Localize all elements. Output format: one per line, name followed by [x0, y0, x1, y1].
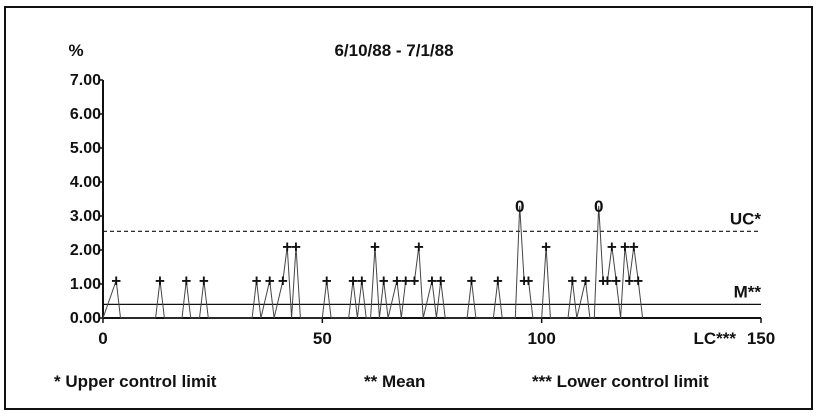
- y-tick-label: 0.00: [70, 310, 101, 327]
- data-point-marker: +: [602, 272, 612, 291]
- control-line-label-uc: UC*: [730, 209, 762, 228]
- control-chart: 6/10/88 - 7/1/88% 0.00 1.00 2.00 3.00 4.00 5.0…: [68, 41, 775, 348]
- data-point-marker: +: [252, 272, 262, 291]
- y-axis-unit-label: %: [68, 41, 83, 60]
- chart-frame: 6/10/88 - 7/1/88% 0.00 1.00 2.00 3.00 4.00 5.0…: [4, 6, 813, 410]
- data-point-marker: +: [519, 272, 529, 291]
- data-point-out-of-control: 0: [594, 197, 603, 216]
- x-tick-label: 0: [98, 329, 107, 348]
- data-point-marker: +: [155, 272, 165, 291]
- x-tick-label: 50: [313, 329, 332, 348]
- data-point-marker: +: [620, 238, 630, 257]
- control-line-label-lc: LC***: [693, 329, 736, 348]
- data-point-marker: +: [581, 272, 591, 291]
- footnote-lower-control-limit: *** Lower control limit: [532, 372, 709, 391]
- data-point-marker: +: [111, 272, 121, 291]
- y-tick-label: 5.00: [70, 140, 101, 157]
- x-tick-label: 100: [527, 329, 555, 348]
- data-point-marker: +: [427, 272, 437, 291]
- data-point-marker: +: [524, 272, 534, 291]
- x-tick-label: 150: [747, 329, 775, 348]
- chart-title: 6/10/88 - 7/1/88: [334, 41, 453, 60]
- data-point-marker: +: [607, 238, 617, 257]
- data-point-marker: +: [392, 272, 402, 291]
- data-point-marker: +: [567, 272, 577, 291]
- data-point-marker: +: [265, 272, 275, 291]
- data-point-marker: +: [278, 272, 288, 291]
- y-tick-label: 2.00: [70, 242, 101, 259]
- data-point-marker: +: [181, 272, 191, 291]
- footnote-mean: ** Mean: [364, 372, 426, 391]
- data-point-marker: +: [348, 272, 358, 291]
- data-point-marker: +: [322, 272, 332, 291]
- data-point-marker: +: [467, 272, 477, 291]
- footnote-upper-control-limit: * Upper control limit: [54, 372, 217, 391]
- y-tick-label: 7.00: [70, 72, 101, 89]
- y-tick-label: 6.00: [70, 106, 101, 123]
- data-point-marker: +: [611, 272, 621, 291]
- y-tick-label: 1.00: [70, 276, 101, 293]
- data-point-marker: +: [401, 272, 411, 291]
- data-point-marker: +: [414, 238, 424, 257]
- data-point-marker: +: [493, 272, 503, 291]
- data-point-marker: +: [541, 238, 551, 257]
- data-point-marker: +: [379, 272, 389, 291]
- data-series-line: [102, 205, 644, 319]
- data-point-marker: +: [598, 272, 608, 291]
- data-point-marker: +: [633, 272, 643, 291]
- data-point-marker: +: [629, 238, 639, 257]
- control-line-label-m: M**: [734, 282, 762, 301]
- data-point-marker: +: [291, 238, 301, 257]
- data-point-marker: +: [282, 238, 292, 257]
- data-point-marker: +: [357, 272, 367, 291]
- y-tick-label: 4.00: [70, 174, 101, 191]
- data-point-out-of-control: 0: [515, 197, 524, 216]
- data-point-marker: +: [436, 272, 446, 291]
- y-tick-label: 3.00: [70, 208, 101, 225]
- data-point-marker: +: [624, 272, 634, 291]
- data-point-marker: +: [370, 238, 380, 257]
- data-point-marker: +: [409, 272, 419, 291]
- data-point-marker: +: [199, 272, 209, 291]
